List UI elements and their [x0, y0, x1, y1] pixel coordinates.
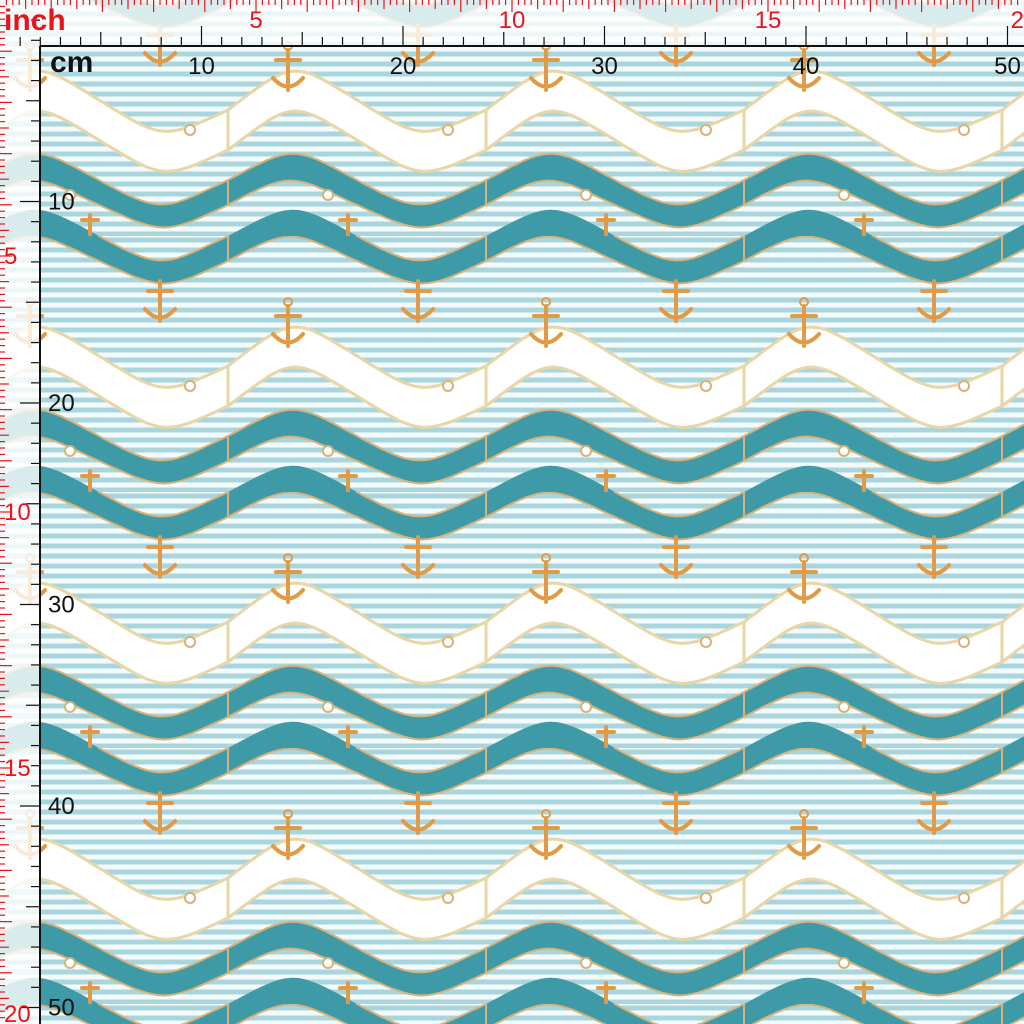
- top-cm-label: 40: [793, 53, 820, 80]
- top-cm-label: 20: [390, 53, 417, 80]
- left-cm-label: 30: [48, 592, 75, 619]
- top-cm-label: 30: [591, 53, 618, 80]
- left-cm-label: 50: [48, 995, 75, 1022]
- top-inch-label: 5: [249, 7, 262, 34]
- inch-label: inch: [4, 4, 66, 37]
- left-cm-label: 10: [48, 189, 75, 216]
- top-cm-label: 50: [994, 53, 1021, 80]
- left-cm-label: 40: [48, 793, 75, 820]
- left-inch-label: 20: [4, 1001, 31, 1024]
- top-cm-label: 10: [188, 53, 215, 80]
- top-inch-label: 20: [1011, 7, 1024, 34]
- left-cm-label: 20: [48, 390, 75, 417]
- left-ruler: [0, 46, 40, 1024]
- top-inch-label: 15: [755, 7, 782, 34]
- top-inch-label: 10: [499, 7, 526, 34]
- cm-label: cm: [50, 46, 93, 79]
- left-inch-label: 15: [4, 755, 31, 782]
- left-inch-label: 5: [4, 243, 17, 270]
- left-inch-label: 10: [4, 499, 31, 526]
